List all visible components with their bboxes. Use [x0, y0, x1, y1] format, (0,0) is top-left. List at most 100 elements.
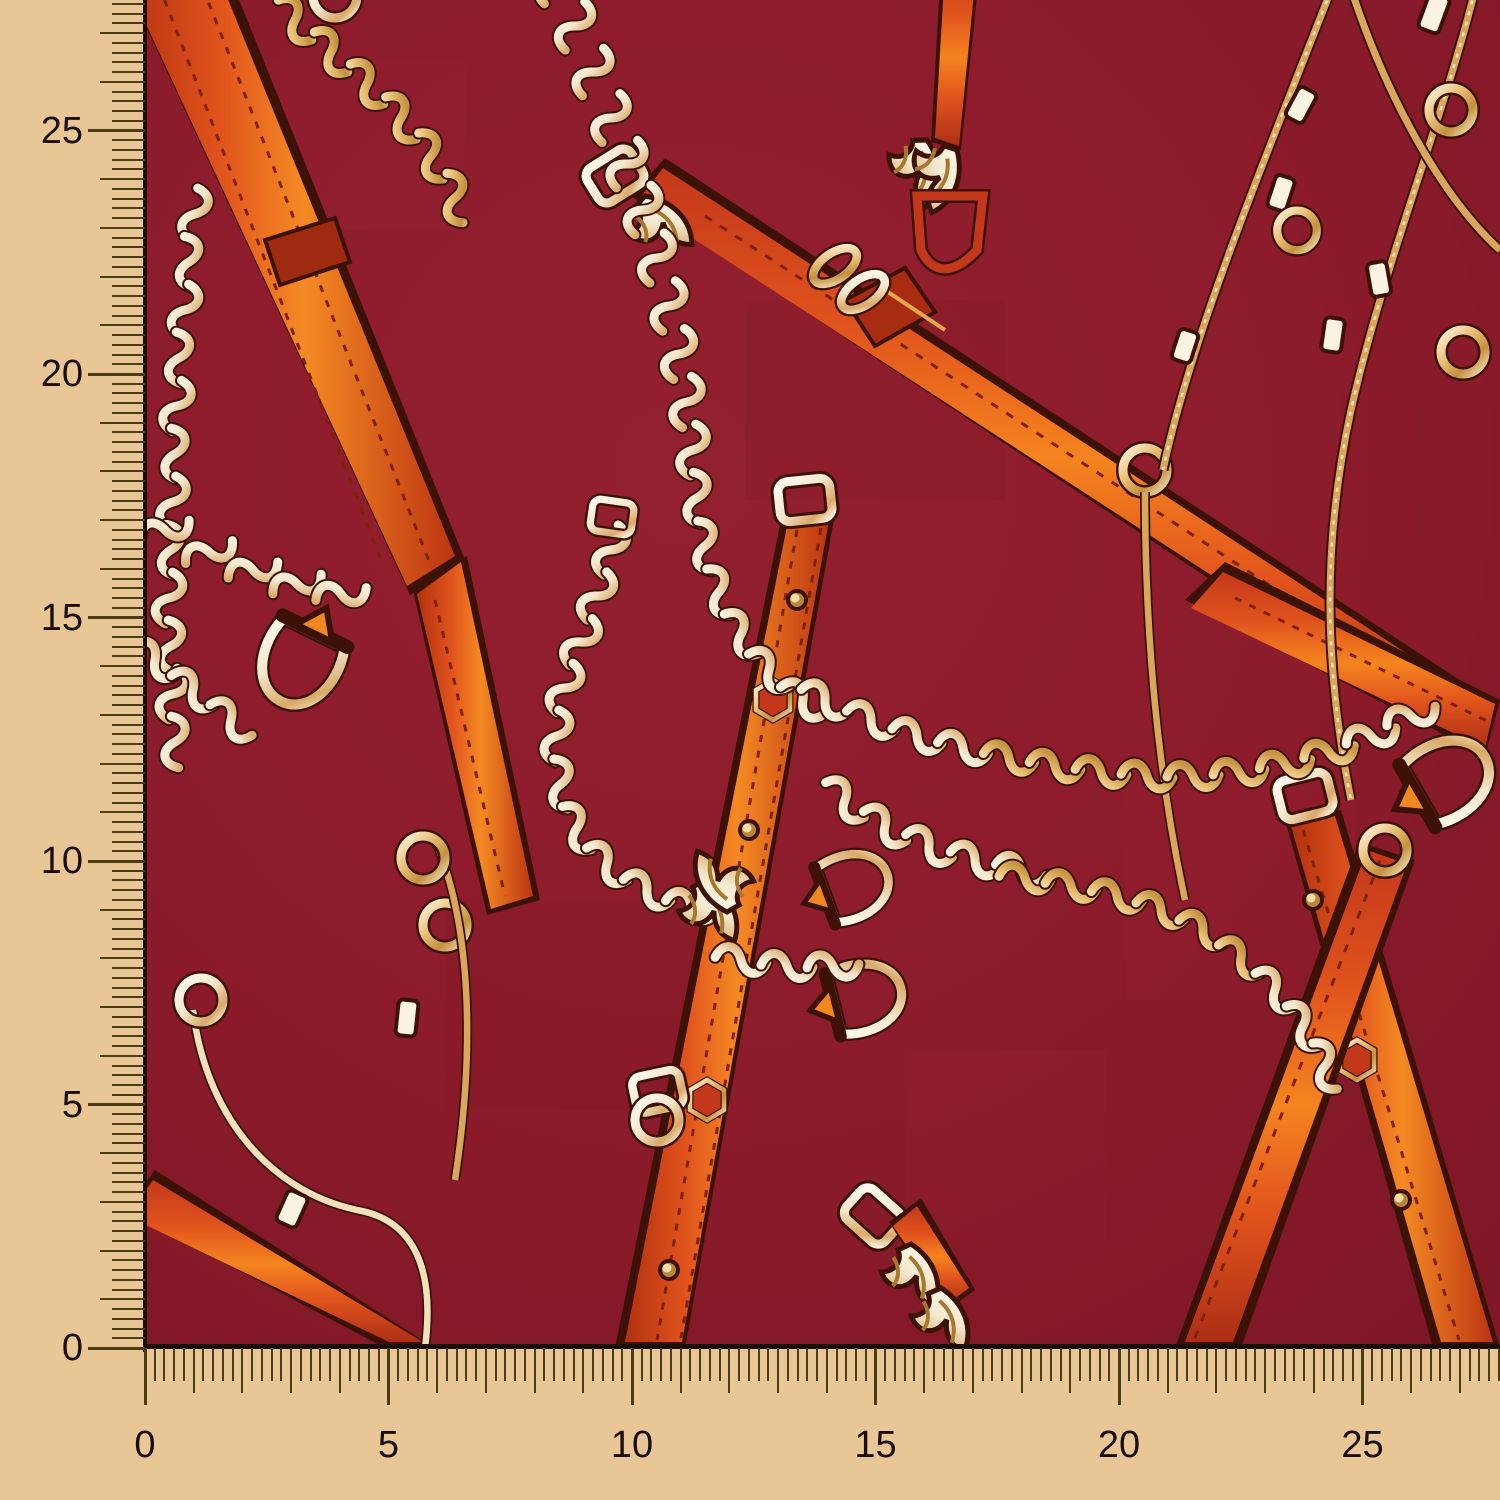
ruler-tick — [112, 499, 145, 502]
ruler-tick — [1264, 1348, 1267, 1393]
ruler-tick — [952, 1348, 955, 1381]
ruler-tick — [112, 71, 145, 74]
motif-leather-strap — [1175, 842, 1415, 1348]
vertical-ruler-label: 0 — [61, 1327, 83, 1369]
ruler-tick — [1079, 1348, 1082, 1381]
ruler-tick — [455, 1348, 458, 1381]
ruler-tick — [1351, 1348, 1354, 1381]
ruler-tick — [112, 1025, 145, 1028]
ruler-tick — [173, 1348, 176, 1381]
ruler-tick — [112, 840, 145, 843]
motif-leather-strap — [1185, 562, 1500, 756]
vertical-ruler-label: 20 — [40, 353, 83, 395]
ruler-tick — [112, 743, 145, 746]
ruler-tick — [1059, 1348, 1062, 1381]
ruler-tick — [582, 1348, 585, 1393]
ruler-tick — [100, 762, 145, 765]
ruler-tick — [708, 1348, 711, 1381]
ruler-tick — [112, 684, 145, 687]
ruler-tick — [163, 1348, 166, 1381]
ruler-tick — [112, 898, 145, 901]
ruler-tick — [1410, 1348, 1413, 1393]
ruler-tick — [504, 1348, 507, 1381]
ruler-tick — [112, 1074, 145, 1077]
ruler-tick — [377, 1348, 380, 1381]
ruler-tick — [1497, 1348, 1500, 1381]
motif-rope-cord — [1140, 491, 1190, 902]
ruler-tick — [767, 1348, 770, 1381]
ruler-tick — [1225, 1348, 1228, 1381]
ruler-tick — [100, 80, 145, 83]
ruler-tick — [1293, 1348, 1296, 1381]
ruler-tick — [112, 41, 145, 44]
ruler-tick — [112, 1230, 145, 1233]
ruler-tick — [112, 869, 145, 872]
ruler-tick — [112, 334, 145, 337]
ruler-tick — [1215, 1348, 1218, 1393]
ruler-tick — [112, 558, 145, 561]
ruler-tick — [1390, 1348, 1393, 1381]
ruler-tick — [329, 1348, 332, 1381]
ruler-tick — [728, 1348, 731, 1393]
ruler-tick — [1488, 1348, 1491, 1381]
ruler-tick — [112, 655, 145, 658]
ruler-tick — [112, 382, 145, 385]
ruler-tick — [112, 752, 145, 755]
ruler-tick — [562, 1348, 565, 1381]
ruler-tick — [100, 421, 145, 424]
ruler-tick — [796, 1348, 799, 1381]
ruler-tick — [689, 1348, 692, 1381]
ruler-tick — [406, 1348, 409, 1381]
ruler-tick — [112, 928, 145, 931]
ruler-tick — [1371, 1348, 1374, 1381]
horizontal-ruler-label: 0 — [134, 1424, 156, 1466]
ruler-tick — [112, 967, 145, 970]
ruler-tick — [100, 226, 145, 229]
ruler-tick — [1098, 1348, 1101, 1381]
ruler-tick — [338, 1348, 341, 1393]
ruler-tick — [845, 1348, 848, 1381]
ruler-tick — [601, 1348, 604, 1381]
ruler-tick — [981, 1348, 984, 1381]
motif-belt-buckle — [840, 1184, 981, 1348]
ruler-tick — [112, 450, 145, 453]
ruler-tick — [816, 1348, 819, 1381]
ruler-tick — [387, 1348, 390, 1405]
vertical-ruler: 0 5 10 15 20 25 — [0, 0, 145, 1367]
ruler-tick — [112, 207, 145, 210]
motif-rope-cord — [1157, 0, 1500, 802]
ruler-tick — [1332, 1348, 1335, 1381]
ruler-tick — [112, 986, 145, 989]
ruler-tick — [112, 538, 145, 541]
ruler-tick — [112, 1278, 145, 1281]
ruler-tick — [835, 1348, 838, 1381]
ruler-tick — [112, 1161, 145, 1164]
ruler-tick — [494, 1348, 497, 1381]
vertical-ruler-label: 5 — [61, 1083, 83, 1126]
ruler-tick — [112, 100, 145, 103]
ruler-tick — [112, 1239, 145, 1242]
ruler-tick — [112, 353, 145, 356]
ruler-tick — [112, 61, 145, 64]
ruler-tick — [309, 1348, 312, 1381]
ruler-tick — [112, 460, 145, 463]
ruler-tick — [1010, 1348, 1013, 1381]
ruler-tick — [100, 665, 145, 668]
ruler-tick — [112, 1288, 145, 1291]
ruler-tick — [1127, 1348, 1130, 1381]
ruler-tick — [1030, 1348, 1033, 1381]
ruler-tick — [112, 937, 145, 940]
ruler-tick — [465, 1348, 468, 1381]
ruler-tick — [747, 1348, 750, 1381]
ruler-tick — [1176, 1348, 1179, 1381]
ruler-tick — [1117, 1348, 1121, 1405]
ruler-tick — [553, 1348, 556, 1381]
ruler-tick — [112, 402, 145, 405]
ruler-tick — [112, 431, 145, 434]
ruler-tick — [100, 567, 145, 570]
ruler-tick — [112, 22, 145, 25]
ruler-tick — [1186, 1348, 1189, 1381]
ruler-tick — [112, 1259, 145, 1262]
ruler-tick — [100, 713, 145, 716]
ruler-tick — [991, 1348, 994, 1381]
